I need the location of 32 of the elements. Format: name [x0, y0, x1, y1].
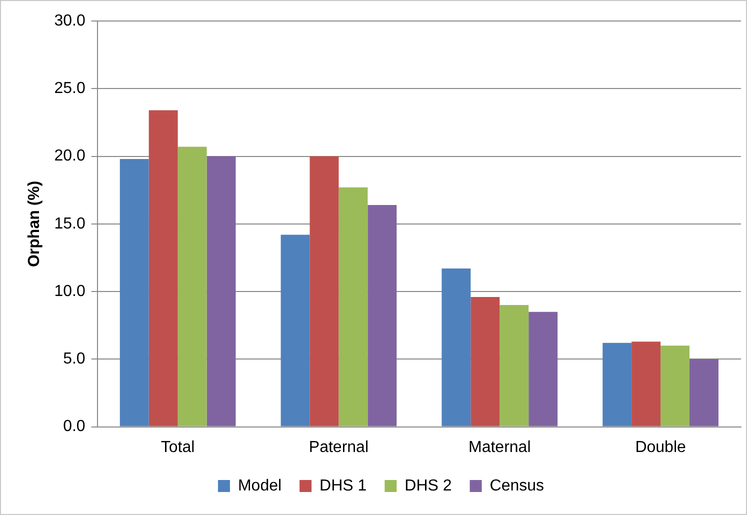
bar [338, 187, 368, 426]
bar [310, 156, 339, 426]
x-tick-label: Maternal [468, 438, 531, 456]
bar [368, 204, 397, 426]
bar [528, 312, 558, 426]
bar [690, 359, 718, 426]
bar [120, 158, 149, 426]
bar [280, 234, 310, 426]
bar [148, 110, 178, 426]
bar [500, 305, 529, 426]
y-tick-label: 30.0 [54, 12, 86, 30]
y-axis-title: Orphan (%) [26, 180, 44, 268]
x-tick-label: Total [160, 438, 195, 456]
x-tick-label: Paternal [308, 438, 369, 456]
y-tick-label: 25.0 [54, 80, 86, 98]
legend-label: DHS 2 [404, 477, 452, 494]
legend-label: Model [238, 477, 282, 494]
legend-label: DHS 1 [320, 477, 367, 494]
bar [206, 156, 236, 426]
legend-label: Census [490, 477, 544, 494]
bar [660, 346, 690, 426]
y-tick-label: 0.0 [63, 418, 86, 436]
x-tick-label: Double [635, 438, 686, 456]
bar [178, 146, 207, 426]
y-tick-label: 20.0 [54, 148, 86, 165]
bar [602, 342, 632, 426]
y-tick-label: 5.0 [63, 350, 86, 368]
y-tick-label: 10.0 [54, 282, 86, 300]
bar [470, 296, 500, 426]
bar [442, 268, 471, 426]
y-tick-label: 15.0 [54, 215, 86, 232]
bar [632, 342, 661, 426]
